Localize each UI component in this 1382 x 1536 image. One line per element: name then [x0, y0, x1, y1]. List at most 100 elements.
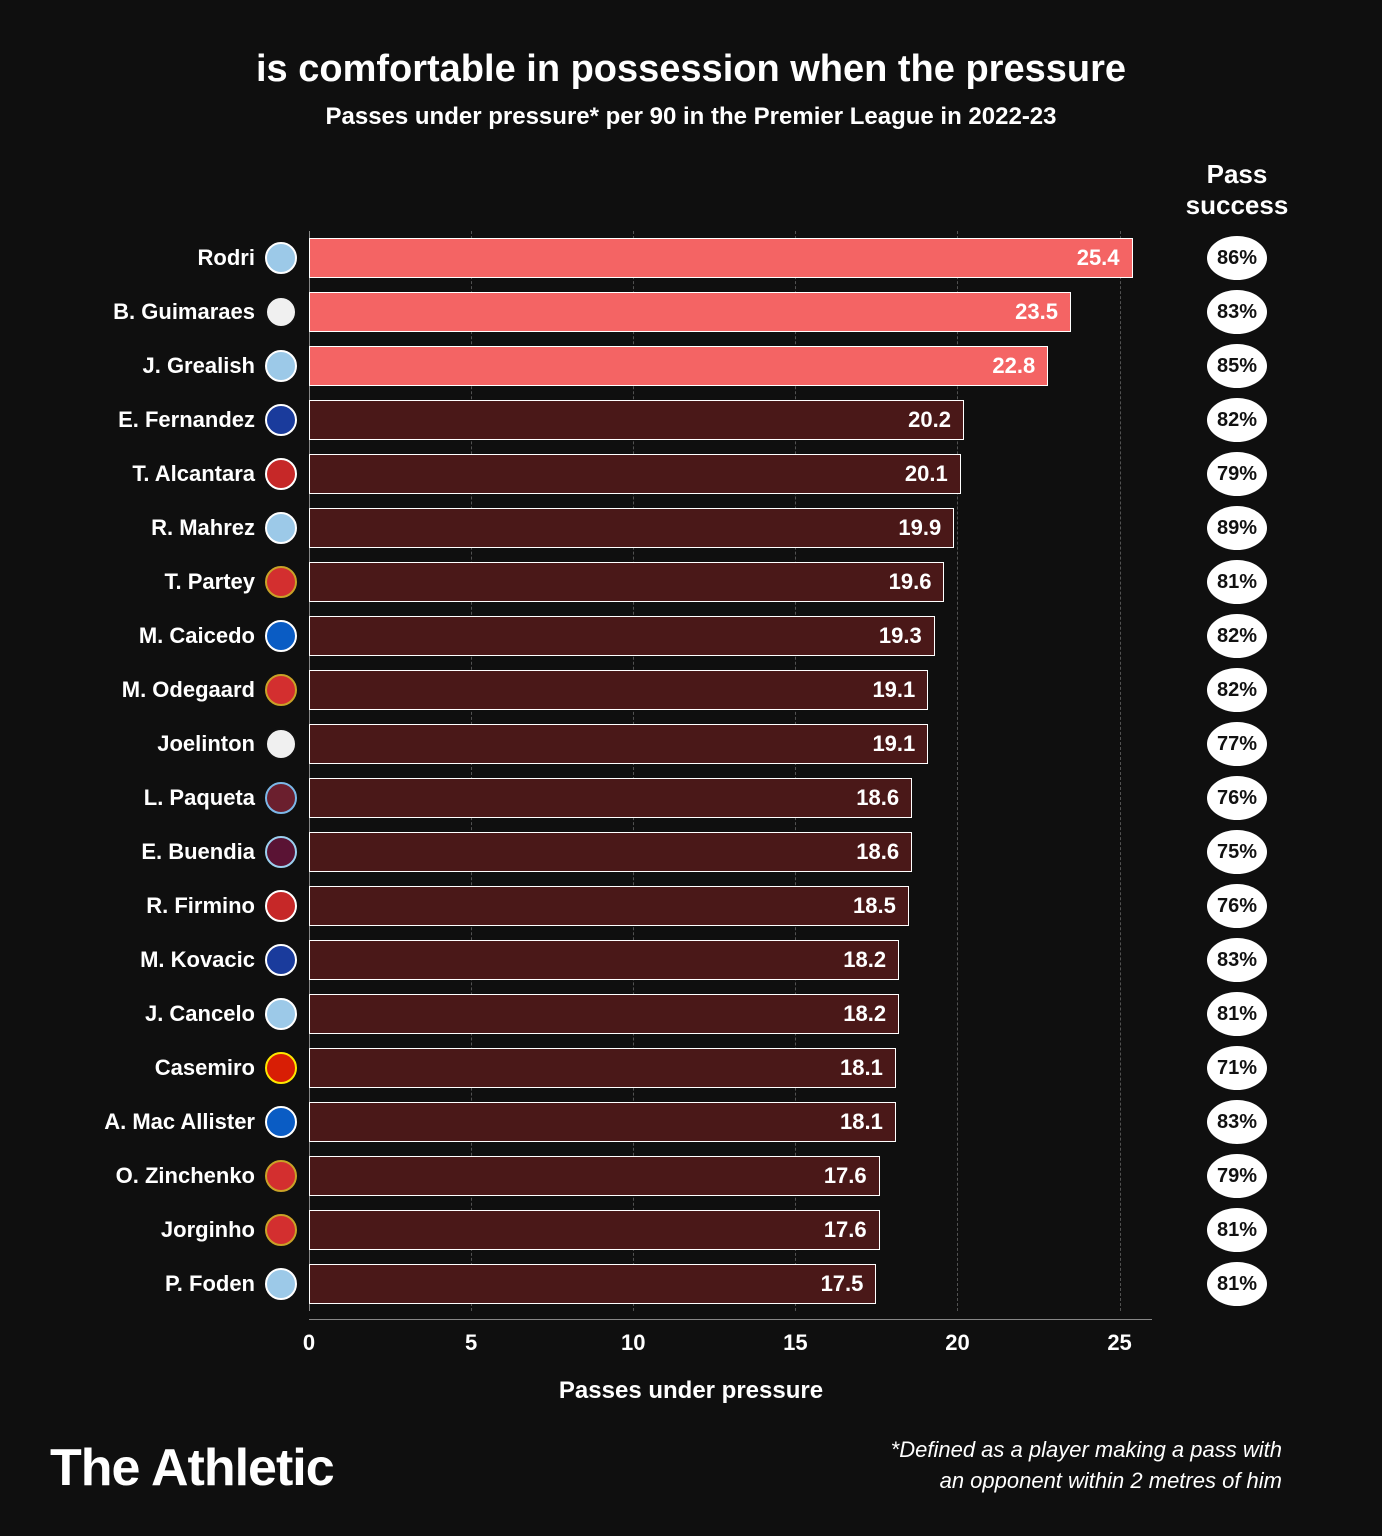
club-badge-icon [265, 782, 297, 814]
x-tick: 10 [621, 1330, 645, 1356]
bar: 18.1 [309, 1048, 896, 1088]
bar-value: 18.1 [840, 1109, 883, 1135]
club-badge-icon [265, 458, 297, 490]
bar-value: 25.4 [1077, 245, 1120, 271]
player-name: T. Alcantara [60, 461, 265, 487]
x-tick: 20 [945, 1330, 969, 1356]
club-badge-icon [265, 998, 297, 1030]
chart-subtitle: Passes under pressure* per 90 in the Pre… [60, 103, 1322, 131]
bar: 19.3 [309, 616, 935, 656]
bar-value: 18.6 [856, 839, 899, 865]
pass-success-value: 82% [1207, 398, 1267, 442]
x-axis-label: Passes under pressure [60, 1377, 1322, 1405]
pass-success-header: Pass success [1152, 159, 1322, 221]
pass-success-value: 76% [1207, 776, 1267, 820]
player-name: E. Buendia [60, 839, 265, 865]
player-name: M. Kovacic [60, 947, 265, 973]
player-name: M. Odegaard [60, 677, 265, 703]
table-row: R. Firmino18.576% [60, 879, 1322, 933]
pass-success-value: 85% [1207, 344, 1267, 388]
chart-rows: Rodri25.486%B. Guimaraes23.583%J. Greali… [60, 231, 1322, 1311]
bar-value: 19.3 [879, 623, 922, 649]
column-headers: Pass success [60, 159, 1322, 221]
pass-success-value: 76% [1207, 884, 1267, 928]
bar-value: 18.2 [843, 1001, 886, 1027]
table-row: M. Odegaard 19.1 82% [60, 663, 1322, 717]
pass-success-value: 83% [1207, 290, 1267, 334]
x-tick: 5 [465, 1330, 477, 1356]
bar-value: 20.2 [908, 407, 951, 433]
player-name: M. Caicedo [60, 623, 265, 649]
player-name: Joelinton [60, 731, 265, 757]
club-badge-icon [265, 242, 297, 274]
table-row: E. Fernandez 20.2 82% [60, 393, 1322, 447]
table-row: J. Cancelo18.281% [60, 987, 1322, 1041]
pass-success-value: 81% [1207, 560, 1267, 604]
club-badge-icon [265, 944, 297, 976]
table-row: L. Paqueta18.676% [60, 771, 1322, 825]
bar-value: 17.6 [824, 1217, 867, 1243]
pass-success-value: 81% [1207, 1208, 1267, 1252]
chart-title: is comfortable in possession when the pr… [60, 48, 1322, 91]
table-row: J. Grealish 22.8 85% [60, 339, 1322, 393]
table-row: M. Caicedo19.382% [60, 609, 1322, 663]
bar-value: 19.9 [898, 515, 941, 541]
x-tick: 25 [1107, 1330, 1131, 1356]
pass-success-value: 86% [1207, 236, 1267, 280]
pass-success-value: 83% [1207, 938, 1267, 982]
player-name: E. Fernandez [60, 407, 265, 433]
club-badge-icon [265, 1268, 297, 1300]
bar-value: 23.5 [1015, 299, 1058, 325]
club-badge-icon [265, 890, 297, 922]
club-badge-icon [265, 404, 297, 436]
x-tick: 15 [783, 1330, 807, 1356]
bar: 17.5 [309, 1264, 876, 1304]
bar-value: 19.1 [872, 731, 915, 757]
club-badge-icon [265, 1106, 297, 1138]
bar-value: 18.2 [843, 947, 886, 973]
table-row: R. Mahrez19.989% [60, 501, 1322, 555]
table-row: O. Zinchenko17.679% [60, 1149, 1322, 1203]
bar: 20.2 [309, 400, 964, 440]
bar: 19.6 [309, 562, 944, 602]
bar: 25.4 [309, 238, 1133, 278]
table-row: A. Mac Allister18.183% [60, 1095, 1322, 1149]
club-badge-icon [265, 836, 297, 868]
bar: 22.8 [309, 346, 1048, 386]
club-badge-icon [265, 728, 297, 760]
table-row: Joelinton19.177% [60, 717, 1322, 771]
player-name: A. Mac Allister [60, 1109, 265, 1135]
pass-success-value: 82% [1207, 668, 1267, 712]
club-badge-icon [265, 674, 297, 706]
pass-success-value: 79% [1207, 1154, 1267, 1198]
table-row: Rodri25.486% [60, 231, 1322, 285]
club-badge-icon [265, 296, 297, 328]
club-badge-icon [265, 350, 297, 382]
table-row: E. Buendia18.675% [60, 825, 1322, 879]
table-row: T. Alcantara20.179% [60, 447, 1322, 501]
player-name: P. Foden [60, 1271, 265, 1297]
pass-success-value: 81% [1207, 1262, 1267, 1306]
bar: 18.6 [309, 778, 912, 818]
bar-value: 17.6 [824, 1163, 867, 1189]
brand-logo: The Athletic [50, 1438, 334, 1498]
table-row: Jorginho17.681% [60, 1203, 1322, 1257]
player-name: R. Mahrez [60, 515, 265, 541]
bar: 19.1 [309, 670, 928, 710]
table-row: Casemiro 18.1 71% [60, 1041, 1322, 1095]
bar: 18.6 [309, 832, 912, 872]
bar: 23.5 [309, 292, 1071, 332]
bar: 18.2 [309, 994, 899, 1034]
bar-value: 18.6 [856, 785, 899, 811]
bar-value: 19.6 [889, 569, 932, 595]
pass-success-value: 71% [1207, 1046, 1267, 1090]
club-badge-icon [265, 1052, 297, 1084]
club-badge-icon [265, 620, 297, 652]
bar: 17.6 [309, 1210, 880, 1250]
x-axis: 0510152025 [60, 1319, 1322, 1359]
bar-value: 19.1 [872, 677, 915, 703]
player-name: J. Grealish [60, 353, 265, 379]
bar: 18.1 [309, 1102, 896, 1142]
bar: 18.5 [309, 886, 909, 926]
player-name: Casemiro [60, 1055, 265, 1081]
